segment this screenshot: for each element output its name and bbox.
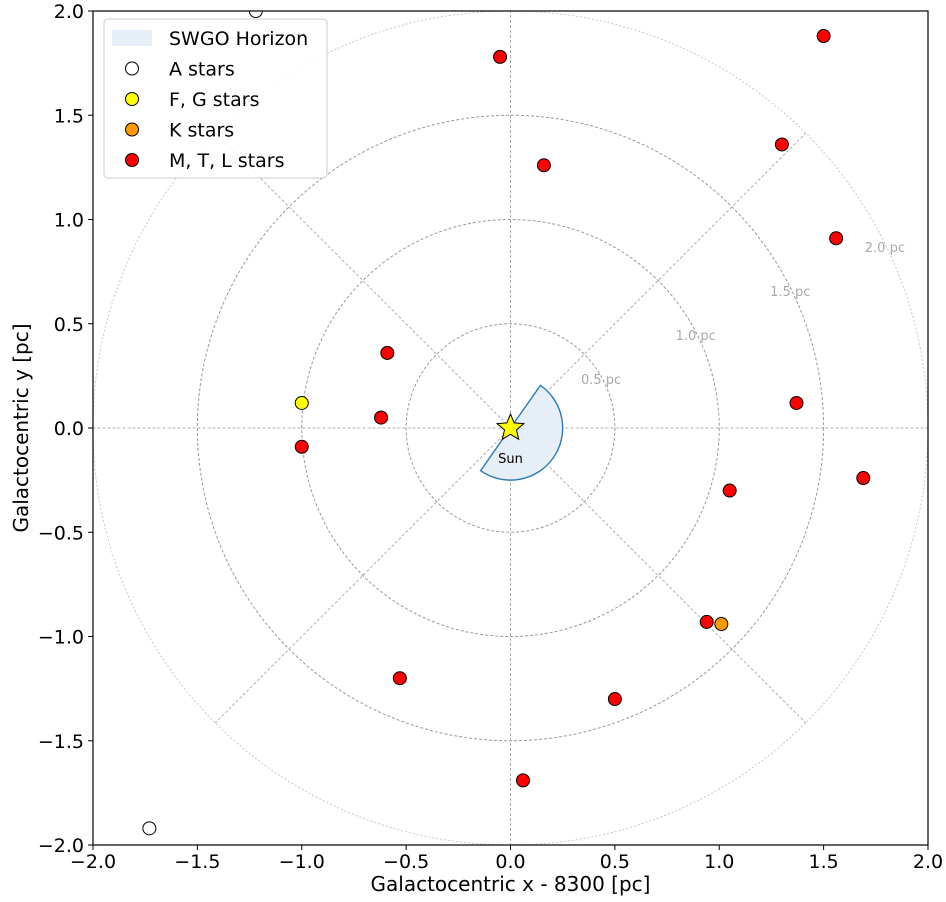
ring-label: 2.0 pc [865,241,905,256]
radial-grid-line [214,132,511,429]
a-stars-point [248,11,263,18]
x-tick-label: −2.0 [70,851,116,873]
ring-label: 1.5 pc [770,285,810,300]
m-t-l-stars-point [829,231,844,246]
radial-grid-line [510,132,807,429]
m-t-l-stars-point [856,471,871,486]
sun-label: Sun [498,452,523,467]
horizon-wedge [479,384,564,481]
sun-marker-layer: Sun [495,412,526,467]
y-tick-label: 1.5 [54,105,84,127]
legend-swatch-horizon [112,30,152,46]
m-t-l-stars-point [493,49,508,64]
y-axis-label: Galactocentric y [pc] [9,323,33,532]
legend-entry-label: SWGO Horizon [169,28,308,50]
legend-entry-label: K stars [169,120,234,142]
legend-entry-label: F, G stars [169,89,259,111]
ring-grid-circle [301,219,720,637]
y-tick-label: 0.0 [54,418,84,440]
x-tick-label: −1.5 [174,851,220,873]
ring-label: 0.5 pc [581,373,621,388]
polar-grid: 0.5 pc 1.0 pc 1.5 pc 2.0 pc [93,11,928,845]
y-tick-label: −1.0 [38,627,84,649]
ring-grid-circle [196,114,825,742]
y-tick-label: 1.0 [54,210,84,232]
y-tick-label: −0.5 [38,522,84,544]
x-tick-label: 1.0 [704,851,734,873]
x-axis-label: Galactocentric x - 8300 [pc] [371,872,651,896]
x-tick-label: 1.5 [809,851,839,873]
m-t-l-stars-point [789,395,804,410]
m-t-l-stars-point [294,439,309,454]
legend-entry-label: A stars [169,59,235,81]
legend-marker [125,153,139,167]
x-tick-label: 2.0 [913,851,943,873]
f-g-stars-point [294,395,309,410]
ring-label: 1.0 pc [676,329,716,344]
axis-ticks: −2.0 −1.5 −1.0 −0.5 0.0 0.5 1.0 1.5 2.0 −2.0 −1.5 −… [38,1,943,873]
x-tick-label: 0.5 [600,851,630,873]
y-tick-label: −2.0 [38,835,84,857]
legend-box [103,18,328,179]
m-t-l-stars-point [816,29,831,44]
m-t-l-stars-point [392,671,407,686]
x-tick-label: −0.5 [383,851,429,873]
x-tick-label: −1.0 [279,851,325,873]
m-t-l-stars-point [516,773,531,788]
ring-grid-circle [405,323,616,533]
legend-marker [125,122,139,137]
k-stars-point [714,616,729,631]
radial-grid-line [510,427,807,724]
horizon-wedge-layer [479,384,564,481]
m-t-l-stars-point [374,410,389,425]
m-t-l-stars-point [607,692,622,707]
a-stars-point [142,821,157,836]
radial-grid-line [214,427,511,724]
m-t-l-stars-point [722,483,737,498]
star-points [142,11,871,836]
m-t-l-stars-point [380,345,395,360]
y-tick-label: 2.0 [54,1,84,23]
legend: SWGO Horizon A stars F, G stars K stars M, T… [103,18,328,179]
legend-entry-label: M, T, L stars [169,150,284,172]
y-tick-label: 0.5 [54,314,84,336]
x-tick-label: 0.0 [495,851,525,873]
y-tick-label: −1.5 [38,731,84,753]
legend-marker [125,61,139,76]
m-t-l-stars-point [699,614,714,629]
legend-marker [125,92,139,106]
sun-star-icon [495,412,526,441]
m-t-l-stars-point [774,137,789,152]
m-t-l-stars-point [536,158,551,173]
